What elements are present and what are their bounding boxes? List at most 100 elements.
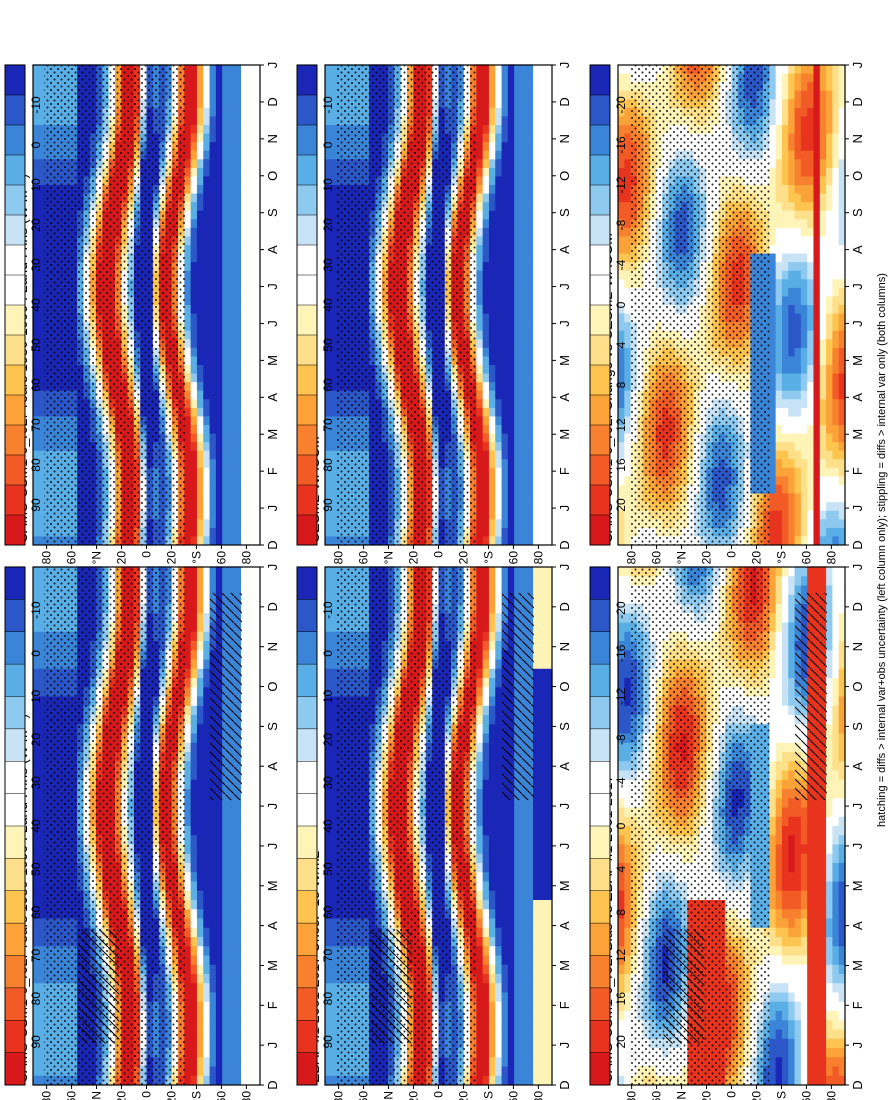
heat-cell (520, 1010, 528, 1021)
heat-cell (228, 364, 236, 374)
heat-cell (203, 751, 211, 762)
heat-cell (190, 853, 198, 863)
heat-cell (234, 908, 242, 919)
heat-cell (203, 338, 211, 348)
heat-cell (196, 124, 204, 134)
heat-cell (495, 982, 503, 993)
heat-cell (196, 527, 204, 537)
heat-cell (196, 347, 204, 357)
heat-cell (247, 566, 255, 577)
heat-cell (209, 1075, 217, 1085)
heat-cell (190, 742, 198, 752)
heat-cell (539, 1047, 547, 1058)
heat-cell (196, 390, 204, 400)
heat-cell (209, 1056, 217, 1067)
heat-cell (253, 880, 261, 891)
heat-cell (234, 1010, 242, 1021)
heat-cell (196, 566, 204, 577)
x-tick-label: A (265, 762, 280, 771)
heat-cell (196, 330, 204, 340)
heat-cell (190, 407, 198, 417)
heat-cell (234, 201, 242, 211)
heat-cell (228, 566, 236, 577)
heat-cell (514, 908, 522, 919)
heat-cell (241, 218, 248, 228)
heat-cell (222, 124, 230, 134)
heat-cell (190, 201, 198, 211)
heat-cell (184, 945, 192, 956)
heat-cell (222, 64, 230, 74)
heat-cell (228, 235, 236, 245)
heat-cell (33, 355, 40, 365)
heat-cell (203, 843, 211, 854)
heat-cell (203, 612, 211, 623)
heat-cell (203, 575, 211, 586)
heat-cell (184, 723, 192, 734)
heat-cell (234, 81, 242, 91)
heat-cell (203, 1038, 211, 1048)
heat-cell (196, 714, 204, 725)
heat-cell (247, 201, 255, 211)
heat-cell (495, 862, 503, 873)
heat-cell (476, 973, 484, 984)
hatching (78, 929, 120, 1044)
heat-cell (209, 390, 217, 400)
heat-cell (215, 527, 223, 537)
heat-cell (228, 347, 236, 357)
heat-cell (184, 1010, 192, 1021)
y-tick-label: 60 (214, 551, 228, 565)
heat-cell (215, 1028, 223, 1039)
heat-cell (209, 72, 217, 83)
heat-cell (215, 398, 223, 408)
heat-cell (241, 107, 248, 117)
heat-cell (196, 98, 204, 108)
heat-cell (196, 843, 204, 854)
heat-cell (222, 278, 230, 288)
heat-cell (488, 880, 496, 891)
heat-cell (482, 1001, 490, 1011)
heat-cell (476, 1028, 484, 1039)
heat-cell (526, 1038, 534, 1048)
heat-cell (241, 167, 248, 177)
heat-cell (520, 917, 528, 928)
heat-cell (507, 1038, 515, 1048)
heat-cell (253, 954, 261, 965)
heat-cell (482, 880, 490, 891)
heat-cell (222, 936, 230, 947)
heat-cell (526, 899, 534, 910)
heat-cell (222, 252, 230, 263)
heat-cell (533, 1001, 540, 1011)
heat-cell (488, 1001, 496, 1011)
heat-cell (215, 862, 223, 873)
heat-cell (501, 1010, 509, 1021)
heat-cell (196, 806, 204, 817)
heat-cell (253, 834, 261, 845)
heat-cell (190, 192, 198, 203)
heat-cell (241, 917, 248, 928)
heat-cell (514, 936, 522, 947)
heat-cell (184, 115, 192, 125)
heat-cell (222, 132, 230, 143)
heat-cell (215, 287, 223, 297)
heat-cell (203, 825, 211, 836)
heat-cell (526, 1056, 534, 1067)
heat-cell (241, 806, 248, 817)
heat-cell (196, 312, 204, 323)
heat-cell (190, 908, 198, 919)
heat-cell (196, 899, 204, 910)
heat-cell (247, 150, 255, 160)
heat-cell (196, 1028, 204, 1039)
heat-cell (222, 501, 230, 511)
heat-cell (203, 535, 211, 545)
heat-cell (196, 158, 204, 168)
heat-cell (33, 890, 40, 900)
heat-cell (247, 158, 255, 168)
heat-cell (215, 252, 223, 263)
heat-cell (234, 415, 242, 425)
heat-cell (253, 936, 261, 947)
heat-cell (209, 347, 217, 357)
heat-cell (196, 945, 204, 956)
x-tick-label: J (265, 62, 280, 69)
heat-cell (33, 407, 40, 417)
heat-cell (247, 184, 255, 194)
